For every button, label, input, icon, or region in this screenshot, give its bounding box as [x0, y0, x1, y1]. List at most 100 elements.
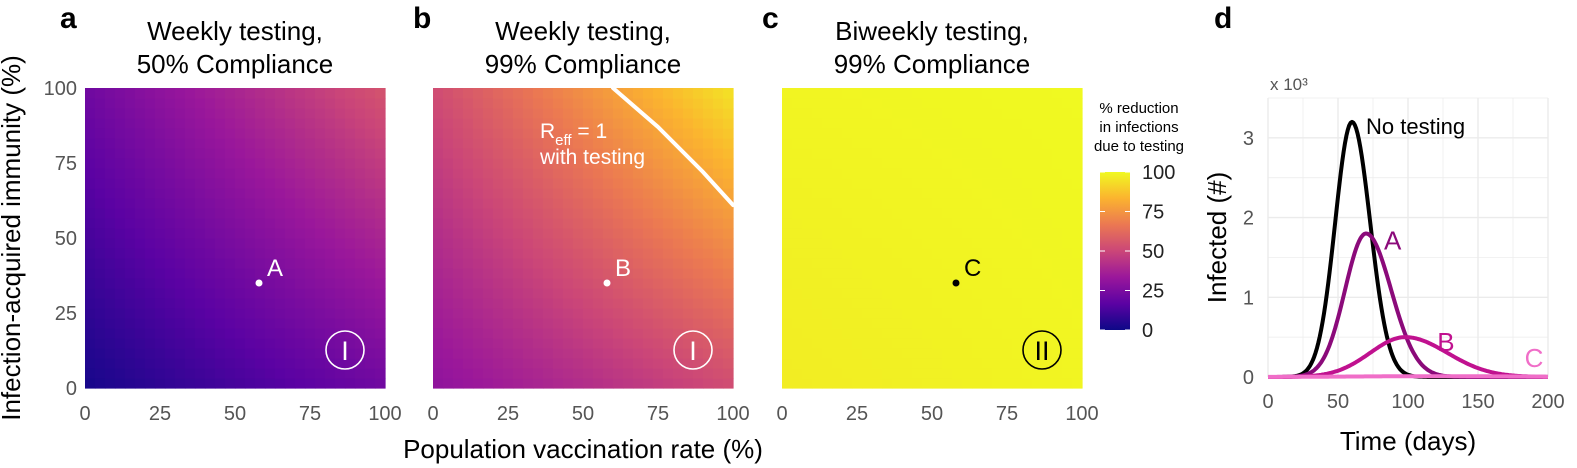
heatmap-cell: [842, 278, 853, 289]
heatmap-cell: [553, 298, 564, 309]
heatmap-cell: [613, 118, 624, 129]
heatmap-cell: [483, 348, 494, 359]
heatmap-cell: [563, 348, 574, 359]
heatmap-cell: [175, 348, 186, 359]
heatmap-cell: [663, 248, 674, 259]
heatmap-cell: [265, 308, 276, 319]
heatmap-cell: [593, 268, 604, 279]
heatmap-cell: [125, 268, 136, 279]
shared-x-axis-label: Population vaccination rate (%): [403, 434, 763, 464]
heatmap-cell: [433, 148, 444, 159]
heatmap-cell: [493, 118, 504, 129]
heatmap-cell: [852, 368, 863, 379]
heatmap-cell: [255, 118, 266, 129]
heatmap-cell: [822, 178, 833, 189]
heatmap-cell: [832, 108, 843, 119]
heatmap-cell: [912, 168, 923, 179]
heatmap-cell: [1012, 288, 1023, 299]
heatmap-cell: [503, 178, 514, 189]
heatmap-cell: [315, 368, 326, 379]
heatmap-cell: [125, 258, 136, 269]
heatmap-cell: [932, 258, 943, 269]
heatmap-cell: [643, 298, 654, 309]
heatmap-cell: [573, 338, 584, 349]
heatmap-cell: [892, 328, 903, 339]
heatmap-cell: [215, 138, 226, 149]
heatmap-cell: [872, 298, 883, 309]
heatmap-cell: [453, 178, 464, 189]
heatmap-cell: [315, 358, 326, 369]
heatmap-cell: [713, 338, 724, 349]
heatmap-cell: [1012, 358, 1023, 369]
heatmap-cell: [95, 358, 106, 369]
heatmap-cell: [105, 188, 116, 199]
heatmap-cell: [643, 138, 654, 149]
heatmap-cell: [1052, 288, 1063, 299]
heatmap-cell: [782, 258, 793, 269]
heatmap-cell: [792, 238, 803, 249]
heatmap-cell: [1052, 178, 1063, 189]
heatmap-cell: [992, 378, 1003, 389]
y-tick-label: 50: [55, 228, 77, 250]
heatmap-cell: [633, 138, 644, 149]
heatmap-cell: [305, 368, 316, 379]
heatmap-cell: [713, 268, 724, 279]
heatmap-cell: [1012, 128, 1023, 139]
heatmap-cell: [872, 118, 883, 129]
heatmap-cell: [165, 348, 176, 359]
heatmap-cell: [433, 338, 444, 349]
heatmap-cell: [285, 318, 296, 329]
heatmap-cell: [892, 118, 903, 129]
heatmap-cell: [852, 218, 863, 229]
heatmap-cell: [802, 338, 813, 349]
heatmap-cell: [155, 148, 166, 159]
heatmap-cell: [115, 198, 126, 209]
heatmap-cell: [892, 198, 903, 209]
heatmap-cell: [245, 138, 256, 149]
heatmap-cell: [175, 298, 186, 309]
heatmap-cell: [225, 358, 236, 369]
y-tick-label: 100: [44, 78, 77, 100]
heatmap-cell: [942, 328, 953, 339]
heatmap-cell: [215, 228, 226, 239]
heatmap-cell: [792, 248, 803, 259]
heatmap-cell: [1042, 288, 1053, 299]
heatmap-cell: [1022, 338, 1033, 349]
heatmap-cell: [1032, 318, 1043, 329]
heatmap-cell: [135, 198, 146, 209]
heatmap-cell: [1022, 288, 1033, 299]
heatmap-cell: [673, 88, 684, 99]
heatmap-cell: [255, 188, 266, 199]
heatmap-cell: [583, 168, 594, 179]
heatmap-cell: [175, 318, 186, 329]
heatmap-cell: [683, 148, 694, 159]
heatmap-cell: [932, 328, 943, 339]
heatmap-cell: [673, 368, 684, 379]
heatmap-cell: [1072, 148, 1083, 159]
heatmap-cell: [553, 258, 564, 269]
heatmap-cell: [95, 168, 106, 179]
heatmap-cell: [365, 88, 376, 99]
heatmap-cell: [85, 138, 96, 149]
heatmap-cell: [285, 238, 296, 249]
heatmap-cell: [892, 148, 903, 159]
heatmap-cell: [912, 158, 923, 169]
heatmap-cell: [275, 128, 286, 139]
heatmap-cell: [165, 218, 176, 229]
heatmap-cell: [942, 138, 953, 149]
heatmap-cell: [185, 158, 196, 169]
heatmap-cell: [105, 338, 116, 349]
heatmap-cell: [942, 128, 953, 139]
heatmap-cell: [433, 168, 444, 179]
heatmap-cell: [1052, 258, 1063, 269]
heatmap-cell: [673, 268, 684, 279]
heatmap-cell: [85, 88, 96, 99]
heatmap-cell: [842, 228, 853, 239]
heatmap-cell: [633, 118, 644, 129]
colorbar-tick-label: 100: [1142, 162, 1175, 184]
heatmap-cell: [375, 178, 386, 189]
heatmap-cell: [275, 308, 286, 319]
heatmap-cell: [703, 128, 714, 139]
heatmap-cell: [563, 148, 574, 159]
heatmap-cell: [862, 358, 873, 369]
